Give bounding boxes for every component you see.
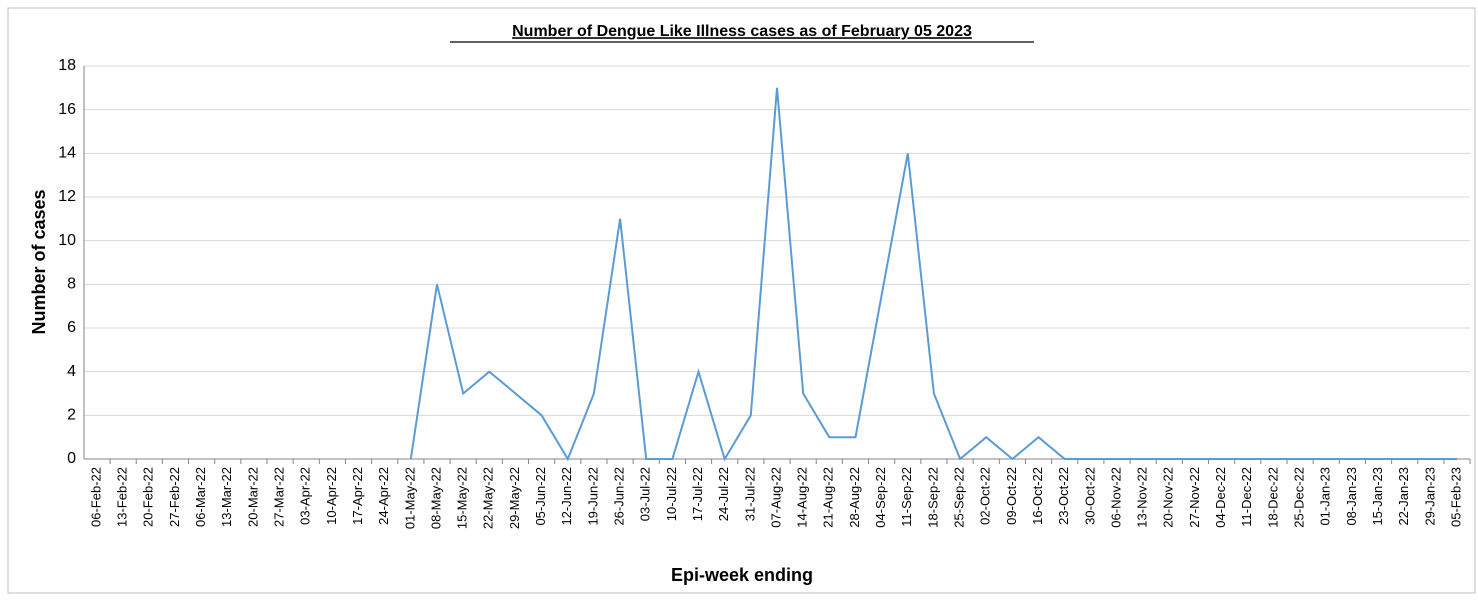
x-tick-label: 04-Dec-22 xyxy=(1213,467,1228,528)
x-tick-label: 05-Jun-22 xyxy=(533,467,548,526)
y-tick-label: 6 xyxy=(67,319,76,336)
x-axis-label: Epi-week ending xyxy=(671,565,813,585)
x-tick-label: 05-Feb-23 xyxy=(1448,467,1463,527)
x-tick-label: 08-Jan-23 xyxy=(1344,467,1359,526)
x-tick-label: 13-Mar-22 xyxy=(219,467,234,527)
x-tick-label: 01-May-22 xyxy=(402,467,417,529)
x-tick-label: 17-Apr-22 xyxy=(350,467,365,525)
y-tick-label: 14 xyxy=(58,145,76,162)
x-tick-label: 28-Aug-22 xyxy=(847,467,862,528)
x-tick-label: 13-Nov-22 xyxy=(1135,467,1150,528)
x-tick-label: 17-Jul-22 xyxy=(690,467,705,521)
x-tick-label: 19-Jun-22 xyxy=(585,467,600,526)
y-tick-label: 10 xyxy=(58,232,76,249)
x-tick-label: 20-Nov-22 xyxy=(1161,467,1176,528)
y-tick-label: 0 xyxy=(67,450,76,467)
x-tick-label: 11-Sep-22 xyxy=(899,467,914,527)
x-tick-label: 30-Oct-22 xyxy=(1082,467,1097,525)
x-tick-label: 25-Sep-22 xyxy=(952,467,967,528)
x-tick-label: 27-Mar-22 xyxy=(272,467,287,527)
x-tick-label: 06-Feb-22 xyxy=(88,467,103,527)
y-tick-label: 2 xyxy=(67,407,76,424)
x-tick-label: 03-Apr-22 xyxy=(298,467,313,525)
x-tick-label: 15-Jan-23 xyxy=(1370,467,1385,526)
y-tick-label: 12 xyxy=(58,188,76,205)
x-tick-label: 09-Oct-22 xyxy=(1004,467,1019,525)
x-tick-label: 04-Sep-22 xyxy=(873,467,888,528)
x-tick-label: 24-Jul-22 xyxy=(716,467,731,521)
x-tick-label: 01-Jan-23 xyxy=(1318,467,1333,526)
x-tick-label: 22-May-22 xyxy=(481,467,496,529)
x-tick-label: 08-May-22 xyxy=(428,467,443,529)
x-tick-label: 15-May-22 xyxy=(455,467,470,529)
x-tick-label: 29-Jan-23 xyxy=(1422,467,1437,526)
x-tick-label: 18-Dec-22 xyxy=(1265,467,1280,528)
x-tick-label: 13-Feb-22 xyxy=(115,467,130,527)
x-tick-label: 20-Feb-22 xyxy=(141,467,156,527)
y-tick-label: 4 xyxy=(67,363,76,380)
x-tick-label: 31-Jul-22 xyxy=(742,467,757,521)
chart-frame xyxy=(7,7,1476,594)
chart-title: Number of Dengue Like Illness cases as o… xyxy=(512,23,972,40)
y-tick-label: 8 xyxy=(67,276,76,293)
x-tick-label: 03-Jul-22 xyxy=(638,467,653,521)
x-tick-label: 02-Oct-22 xyxy=(978,467,993,525)
y-axis-label: Number of cases xyxy=(29,189,49,334)
x-tick-label: 20-Mar-22 xyxy=(245,467,260,527)
x-tick-label: 11-Dec-22 xyxy=(1239,467,1254,527)
x-tick-label: 14-Aug-22 xyxy=(795,467,810,528)
x-tick-label: 06-Nov-22 xyxy=(1108,467,1123,528)
x-tick-label: 21-Aug-22 xyxy=(821,467,836,528)
y-tick-label: 18 xyxy=(58,57,76,74)
x-tick-label: 12-Jun-22 xyxy=(559,467,574,526)
x-tick-label: 07-Aug-22 xyxy=(768,467,783,528)
x-tick-label: 26-Jun-22 xyxy=(612,467,627,526)
data-line xyxy=(409,87,1457,462)
x-tick-label: 25-Dec-22 xyxy=(1292,467,1307,528)
x-tick-label: 10-Jul-22 xyxy=(664,467,679,521)
x-tick-label: 18-Sep-22 xyxy=(925,467,940,528)
x-tick-label: 22-Jan-23 xyxy=(1396,467,1411,526)
x-tick-label: 06-Mar-22 xyxy=(193,467,208,527)
y-tick-label: 16 xyxy=(58,101,76,118)
x-tick-label: 24-Apr-22 xyxy=(376,467,391,525)
x-tick-label: 10-Apr-22 xyxy=(324,467,339,525)
x-tick-label: 27-Feb-22 xyxy=(167,467,182,527)
x-tick-label: 27-Nov-22 xyxy=(1187,467,1202,528)
x-tick-label: 16-Oct-22 xyxy=(1030,467,1045,525)
x-tick-label: 23-Oct-22 xyxy=(1056,467,1071,525)
x-tick-label: 29-May-22 xyxy=(507,467,522,529)
